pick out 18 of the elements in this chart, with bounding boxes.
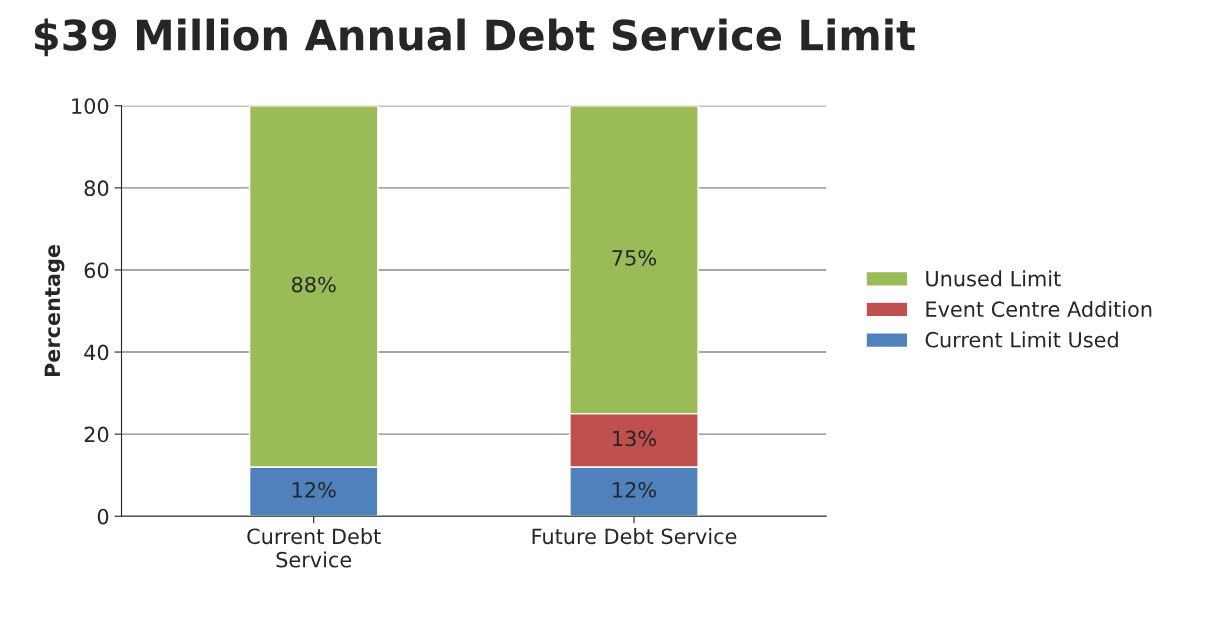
x-tick-label: Current Debt Service [247,528,381,568]
data-label: 75% [612,249,657,266]
y-tick-label: 40 [84,344,109,361]
legend-label: Unused Limit [926,270,1061,287]
data-label: 12% [292,481,336,498]
y-tick-label: 60 [84,262,109,279]
data-label: 88% [291,276,336,293]
y-tick-label: 20 [84,426,109,443]
y-tick-label: 80 [84,180,109,197]
y-tick-label: 100 [72,98,109,114]
data-label: 13% [613,430,657,447]
legend-label: Event Centre Addition [926,300,1152,318]
y-tick-label: 0 [97,508,109,525]
data-label: 12% [613,481,657,498]
chart-title: $39 Million Annual Debt Service Limit [34,18,916,57]
y-axis-title: Percentage [44,244,65,377]
legend-label: Current Limit Used [925,331,1118,348]
x-tick-label: Future Debt Service [532,528,737,545]
